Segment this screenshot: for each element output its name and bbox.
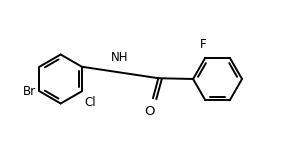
Text: F: F	[200, 38, 207, 51]
Text: Br: Br	[23, 85, 36, 98]
Text: O: O	[144, 105, 154, 118]
Text: Cl: Cl	[84, 96, 96, 109]
Text: NH: NH	[111, 52, 129, 64]
